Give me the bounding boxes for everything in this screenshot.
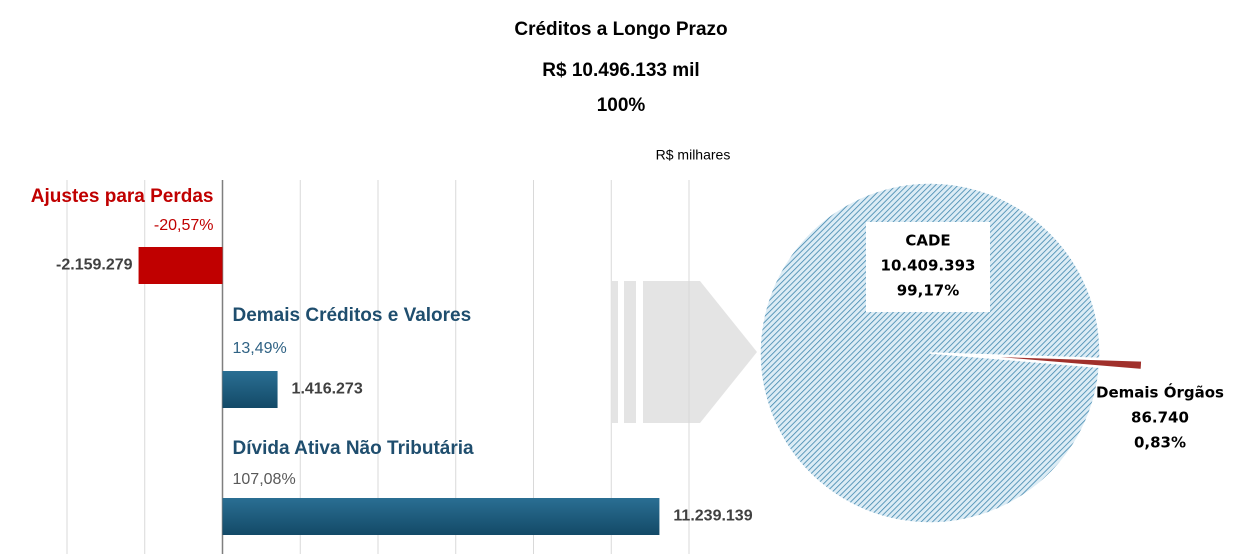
total: R$ 10.496.133 mil — [542, 60, 699, 81]
bar — [222, 371, 278, 408]
category-label: Dívida Ativa Não Tributária — [233, 438, 475, 459]
arrow-shape — [612, 281, 757, 423]
percent-label: 13,49% — [233, 340, 287, 357]
value-label: -2.159.279 — [56, 257, 133, 274]
value-label: 11.239.139 — [673, 508, 752, 525]
slice-value: 86.740 — [1131, 409, 1189, 427]
bar — [138, 247, 223, 284]
total-percent: 100% — [597, 95, 646, 116]
value-label: 1.416.273 — [292, 381, 363, 398]
pie-slice — [971, 354, 1143, 371]
unit-label: R$ milhares — [656, 147, 731, 163]
label-box — [866, 222, 990, 312]
bar — [222, 498, 660, 535]
slice-label: CADE — [905, 232, 950, 250]
slice-percent: 99,17% — [897, 282, 959, 300]
pie-slice — [759, 182, 1101, 524]
category-label: Demais Créditos e Valores — [233, 305, 472, 326]
percent-label: -20,57% — [154, 217, 214, 234]
title: Créditos a Longo Prazo — [514, 19, 727, 40]
slice-label: Demais Órgãos — [1096, 383, 1224, 402]
slice-value: 10.409.393 — [881, 257, 976, 275]
category-label: Ajustes para Perdas — [31, 186, 214, 207]
percent-label: 107,08% — [233, 471, 296, 488]
slice-percent: 0,83% — [1134, 434, 1186, 452]
